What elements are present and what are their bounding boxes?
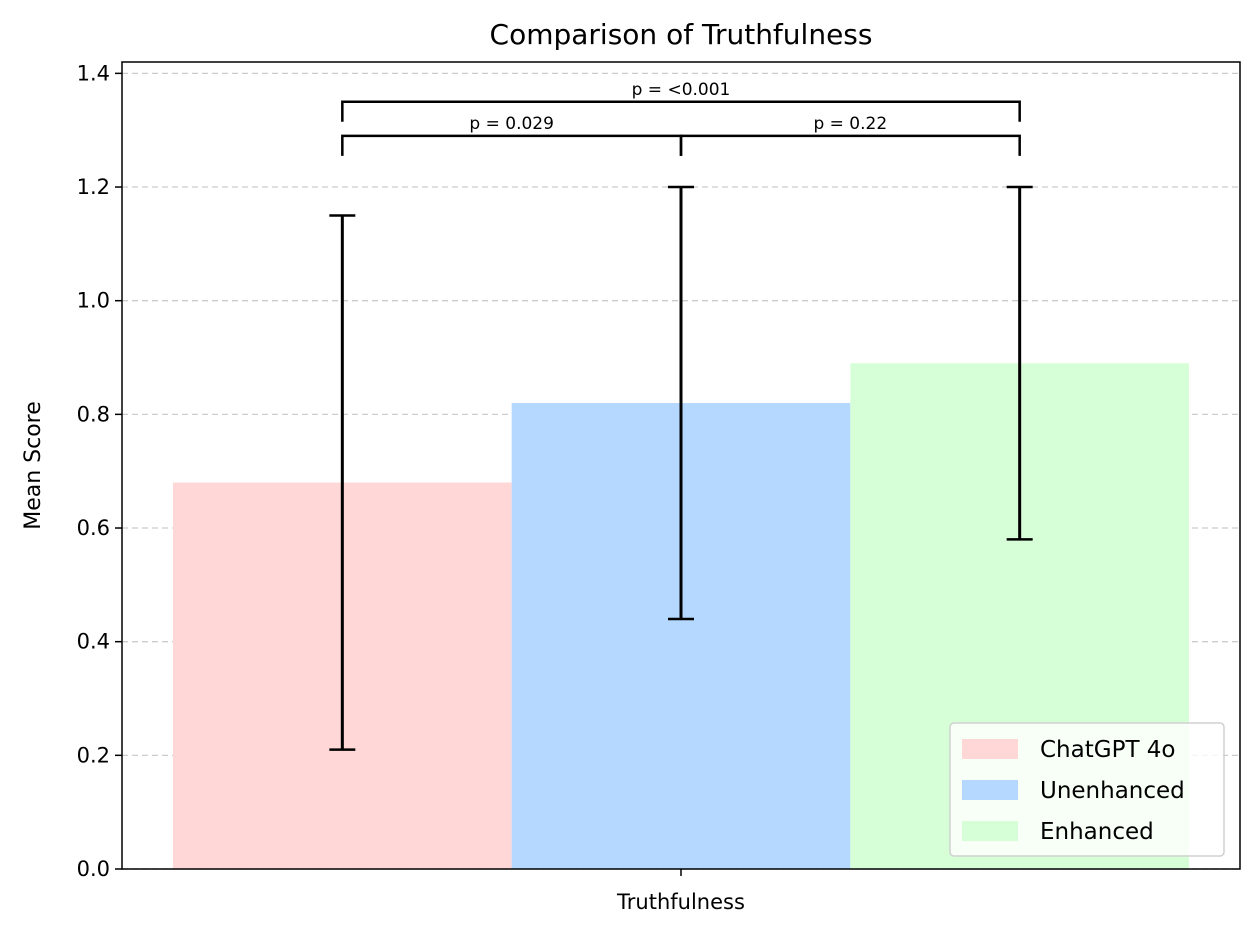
y-tick-label: 0.2 — [77, 743, 110, 767]
y-tick-label: 1.4 — [77, 61, 110, 85]
p-value-label: p = <0.001 — [632, 80, 731, 100]
x-axis-ticks: Truthfulness — [616, 869, 745, 914]
y-tick-label: 0.4 — [77, 630, 110, 654]
legend[interactable]: ChatGPT 4o Unenhanced Enhanced — [949, 722, 1225, 857]
significance-brackets: p = 0.029 p = 0.22 p = <0.001 — [341, 80, 1021, 156]
legend-entry-label: ChatGPT 4o — [1040, 737, 1176, 763]
legend-entry-label: Enhanced — [1040, 819, 1154, 845]
legend-swatch — [962, 739, 1018, 759]
legend-box — [949, 722, 1225, 857]
legend-swatch — [962, 821, 1018, 841]
y-axis-label: Mean Score — [21, 401, 46, 530]
legend-swatch — [962, 780, 1018, 800]
y-axis-ticks: 0.0 0.2 0.4 0.6 0.8 1.0 1.2 1.4 — [77, 61, 122, 881]
y-tick-label: 0.0 — [77, 857, 110, 881]
y-tick-label: 0.8 — [77, 402, 110, 426]
significance-bracket — [341, 134, 683, 156]
x-tick-label: Truthfulness — [616, 890, 745, 914]
y-tick-label: 1.2 — [77, 175, 110, 199]
p-value-label: p = 0.22 — [813, 114, 887, 134]
legend-entry-label: Unenhanced — [1040, 778, 1185, 804]
y-tick-label: 1.0 — [77, 289, 110, 313]
significance-bracket — [341, 100, 1021, 122]
p-value-label: p = 0.029 — [469, 114, 554, 134]
chart-title: Comparison of Truthfulness — [490, 18, 873, 51]
y-tick-label: 0.6 — [77, 516, 110, 540]
error-bars — [329, 185, 1033, 751]
significance-bracket — [679, 134, 1021, 156]
